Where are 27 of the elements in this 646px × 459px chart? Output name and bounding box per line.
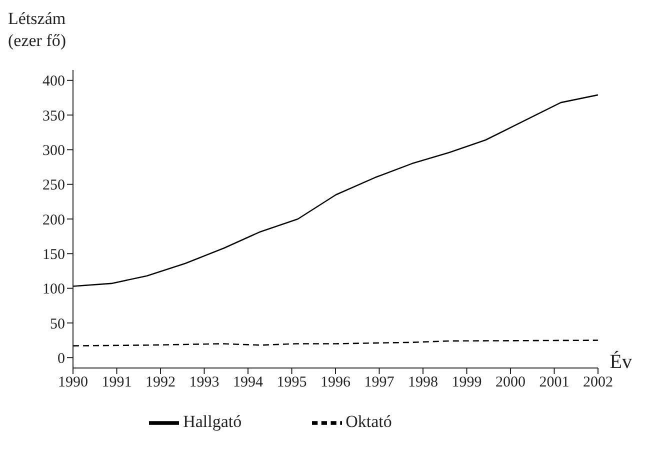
x-tick-label: 1990 xyxy=(58,374,88,391)
x-tick-label: 1997 xyxy=(364,374,395,391)
x-tick-label: 1996 xyxy=(320,374,351,391)
y-axis-title: Létszám (ezer fő) xyxy=(8,8,68,52)
legend-label: Oktató xyxy=(346,412,392,431)
x-tick-label: 1994 xyxy=(233,374,264,391)
y-tick-label: 100 xyxy=(42,282,65,298)
x-tick-label: 1998 xyxy=(408,374,438,391)
line-series xyxy=(73,94,598,287)
x-tick-label: 2001 xyxy=(539,374,570,391)
y-tick-label: 0 xyxy=(58,350,65,367)
x-tick-label: 1993 xyxy=(189,374,220,391)
x-axis-title: Év xyxy=(610,350,632,374)
y-tick-label: 350 xyxy=(42,108,65,124)
y-tick-label: 400 xyxy=(42,74,65,90)
x-tick-label: 1991 xyxy=(102,374,132,391)
legend-label: Hallgató xyxy=(183,412,242,431)
x-tick-label: 2002 xyxy=(583,374,613,391)
x-tick-label: 2000 xyxy=(496,374,526,391)
y-tick-label: 50 xyxy=(50,316,65,332)
x-tick-label: 1995 xyxy=(276,374,307,391)
y-tick-label: 150 xyxy=(42,246,65,263)
y-tick-label: 300 xyxy=(42,143,65,160)
y-tick-label: 250 xyxy=(42,178,65,194)
x-tick-label: 1992 xyxy=(146,374,176,391)
y-tick-label: 200 xyxy=(42,212,65,228)
x-tick-label: 1999 xyxy=(452,374,482,391)
